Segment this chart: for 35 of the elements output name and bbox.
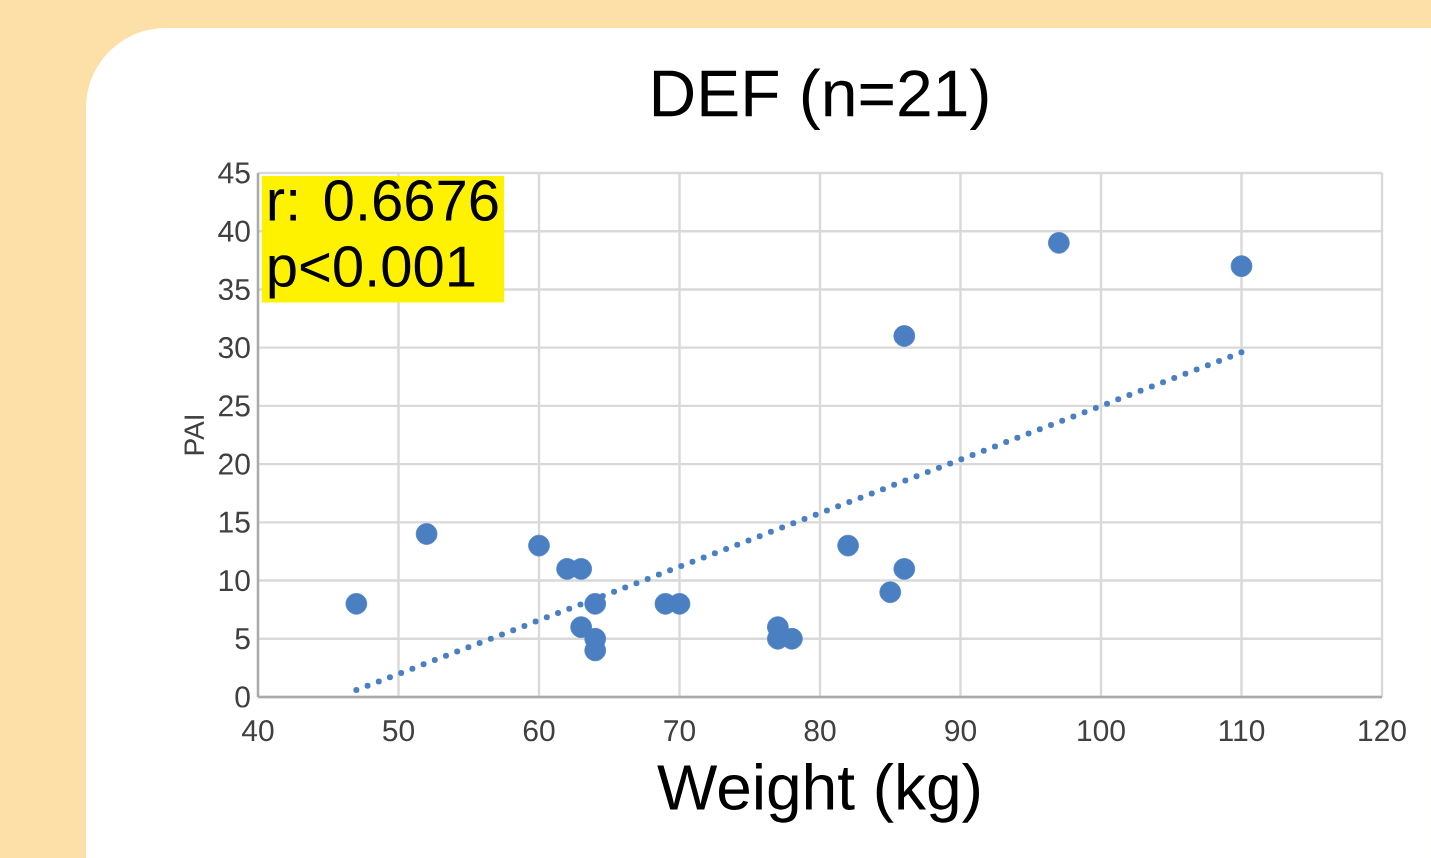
point — [1230, 255, 1253, 277]
y-tick-label: 30 — [218, 337, 250, 359]
x-tick-label: 70 — [664, 720, 695, 742]
point — [781, 627, 803, 650]
annotation: r: 0.6676 — [269, 180, 498, 222]
point — [415, 523, 438, 545]
point — [893, 325, 916, 347]
x-tick-label: 50 — [383, 720, 414, 742]
point — [1048, 232, 1070, 254]
x-tick-label: 60 — [523, 720, 555, 742]
point — [879, 581, 902, 603]
y-axis-title: PAI — [184, 416, 204, 455]
y-tick-label: 25 — [219, 395, 250, 417]
y-tick-label: 10 — [219, 569, 250, 592]
annotation: p<0.001 — [269, 246, 475, 299]
y-tick-label: 45 — [218, 162, 250, 184]
x-axis-title: Weight (kg) — [657, 763, 979, 823]
x-tick-label: 110 — [1219, 720, 1265, 742]
x-tick-label: 120 — [1359, 720, 1406, 742]
y-tick-label: 0 — [235, 686, 250, 708]
x-tick-label: 90 — [945, 720, 976, 742]
point — [893, 558, 916, 580]
x-tick-label: 100 — [1078, 720, 1125, 742]
point — [345, 593, 368, 615]
point — [570, 616, 592, 638]
point — [528, 534, 550, 557]
point — [837, 534, 859, 557]
y-tick-label: 35 — [218, 278, 250, 301]
point — [584, 593, 606, 615]
y-tick-label: 5 — [235, 628, 250, 650]
y-tick-label: 15 — [219, 511, 250, 533]
y-tick-label: 40 — [218, 220, 250, 242]
chart-title: DEF (n=21) — [653, 68, 988, 130]
x-tick-label: 80 — [804, 720, 836, 742]
y-tick-label: 20 — [219, 453, 250, 475]
